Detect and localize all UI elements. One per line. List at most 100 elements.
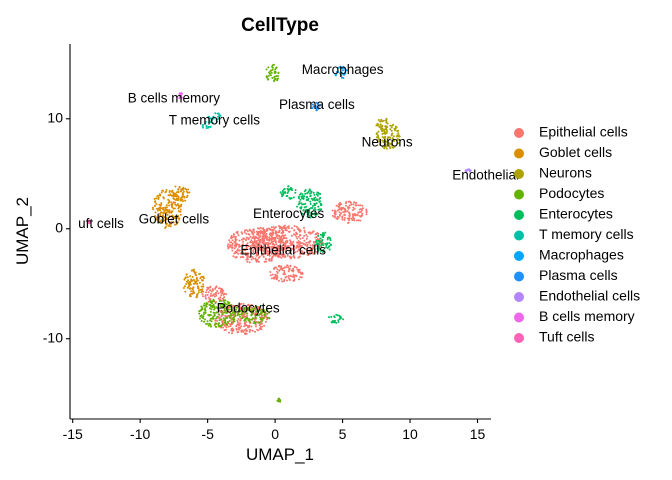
point [277,265,280,268]
point [301,203,304,206]
point [276,79,279,82]
point [181,195,184,198]
point [347,206,349,208]
point [358,208,361,211]
point [287,227,290,230]
cluster-labels-layer: Epithelial cells Goblet cells Neurons Podoc… [78,62,519,316]
point [154,211,157,214]
point [288,255,291,258]
point [175,191,178,194]
point [225,317,228,320]
point [308,188,311,191]
series-5 [201,112,222,130]
point [250,306,252,309]
point [164,227,167,229]
point [346,210,349,213]
point [274,241,277,244]
point [168,204,171,207]
point [256,249,259,252]
point [298,193,301,196]
point [287,275,290,277]
point [280,265,283,268]
point [229,244,232,247]
point [230,308,233,311]
point [385,132,388,135]
point [274,251,277,254]
point [247,233,250,236]
point [266,227,269,230]
point [304,202,307,205]
point [249,308,252,311]
point [343,216,346,219]
point [243,325,246,328]
point [154,215,157,217]
point [256,245,259,248]
point [377,137,380,140]
point [300,245,303,248]
point [282,191,285,194]
point [290,247,293,250]
point [261,308,264,311]
point [198,312,201,315]
point [316,194,319,197]
cluster-label-2: Neurons [362,135,413,150]
point [241,244,244,247]
point [215,317,218,320]
point [223,307,226,310]
point [239,256,242,259]
point [224,309,227,312]
point [190,290,193,293]
point [256,251,259,254]
point [153,197,156,200]
point [290,227,293,230]
legend-item-6: Macrophages [514,247,624,263]
point [249,245,252,247]
point [293,279,296,282]
point [245,309,248,312]
point [239,303,242,306]
point [384,143,387,146]
point [271,245,274,248]
point [174,201,176,204]
point [251,256,254,258]
point [298,278,300,281]
point [268,316,271,319]
point [228,314,231,317]
point [254,244,256,247]
point [233,307,236,310]
point [313,204,316,207]
point [160,202,163,205]
point [184,290,187,293]
point [259,235,262,238]
point [180,204,182,207]
point [290,234,293,237]
point [159,194,161,197]
point [176,217,179,219]
point [361,212,364,215]
point [284,191,287,194]
point [235,308,237,311]
point [390,129,393,132]
point [365,210,368,213]
point [271,237,274,239]
point [468,169,471,172]
point [179,198,182,201]
point [306,215,309,218]
point [162,197,165,200]
point [351,219,354,221]
point [268,228,271,231]
point [315,109,318,112]
point [295,235,298,238]
point [390,134,393,137]
point [377,124,380,127]
point [208,119,211,122]
point [302,213,305,215]
point [165,189,168,191]
x-tick-label-0: -15 [63,426,83,442]
point [264,311,267,314]
point [225,322,228,325]
point [348,204,351,207]
point [262,245,265,248]
cluster-7-0 [311,101,322,112]
point [286,192,289,194]
